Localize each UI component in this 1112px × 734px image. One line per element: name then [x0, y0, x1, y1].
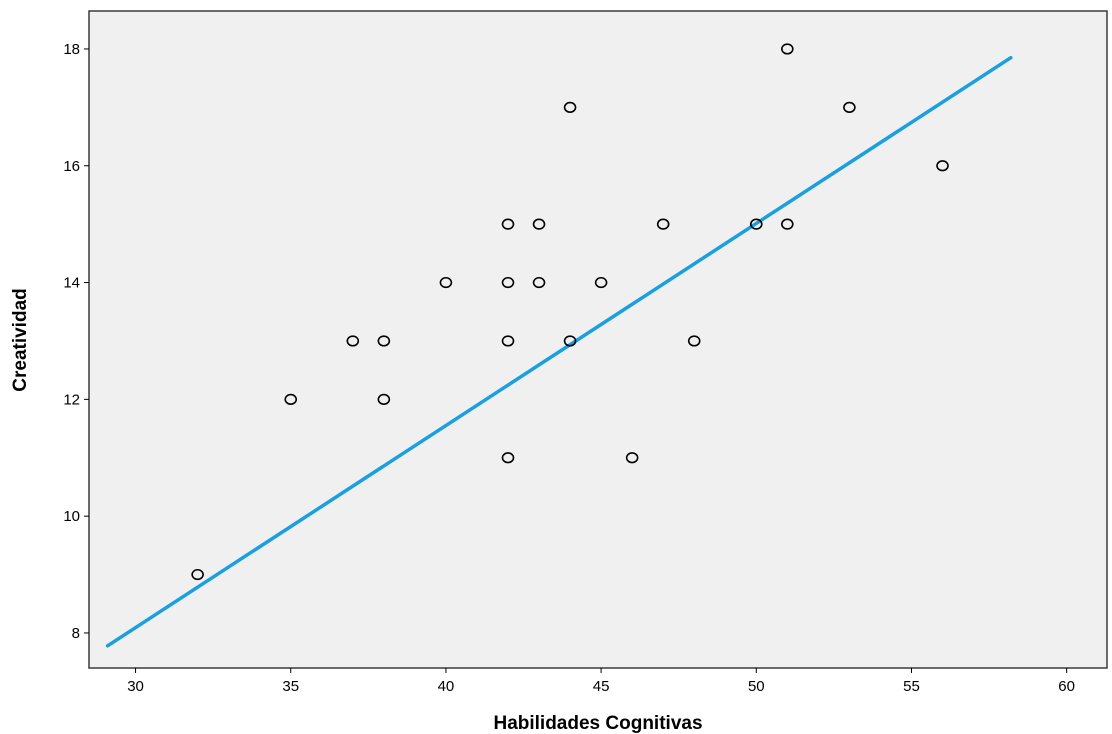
fit-line [105, 55, 1013, 648]
data-point [656, 218, 670, 230]
data-point [843, 101, 856, 113]
x-tick-label: 35 [282, 678, 299, 695]
data-point [749, 218, 763, 230]
data-point [284, 393, 298, 405]
data-point [781, 43, 794, 55]
data-point [687, 335, 701, 347]
x-tick-label: 60 [1058, 678, 1075, 695]
data-point [377, 335, 391, 347]
data-point [501, 335, 515, 347]
data-point [625, 452, 639, 464]
y-axis: 8 10 12 14 16 18 [63, 41, 89, 642]
data-point [532, 218, 546, 230]
x-tick-label: 30 [127, 678, 144, 695]
y-tick-label: 16 [63, 158, 80, 175]
x-tick-label: 50 [748, 678, 765, 695]
fit-line-layer [105, 55, 1013, 648]
plot-area [88, 10, 1108, 669]
data-point [191, 568, 204, 581]
y-tick-label: 12 [63, 391, 80, 408]
points-layer [191, 43, 949, 581]
x-tick-label: 55 [903, 678, 920, 695]
x-axis: 30 35 40 45 50 55 60 [127, 668, 1075, 695]
data-point [563, 101, 577, 113]
data-point [563, 335, 577, 347]
y-tick-label: 8 [72, 625, 80, 642]
x-tick-label: 45 [593, 678, 610, 695]
data-point [532, 276, 546, 289]
y-tick-label: 10 [63, 508, 80, 525]
data-point [501, 452, 515, 464]
y-tick-label: 18 [63, 41, 80, 58]
data-point [377, 393, 391, 405]
data-point [781, 218, 794, 230]
data-point [594, 276, 608, 289]
data-point [346, 335, 360, 347]
y-tick-label: 14 [63, 275, 80, 292]
data-point [501, 276, 515, 289]
x-tick-label: 40 [438, 678, 455, 695]
x-axis-title: Habilidades Cognitivas [493, 713, 702, 734]
data-point [439, 276, 453, 289]
data-point [936, 160, 949, 172]
y-axis-title: Creatividad [10, 288, 31, 391]
data-point [501, 218, 515, 230]
